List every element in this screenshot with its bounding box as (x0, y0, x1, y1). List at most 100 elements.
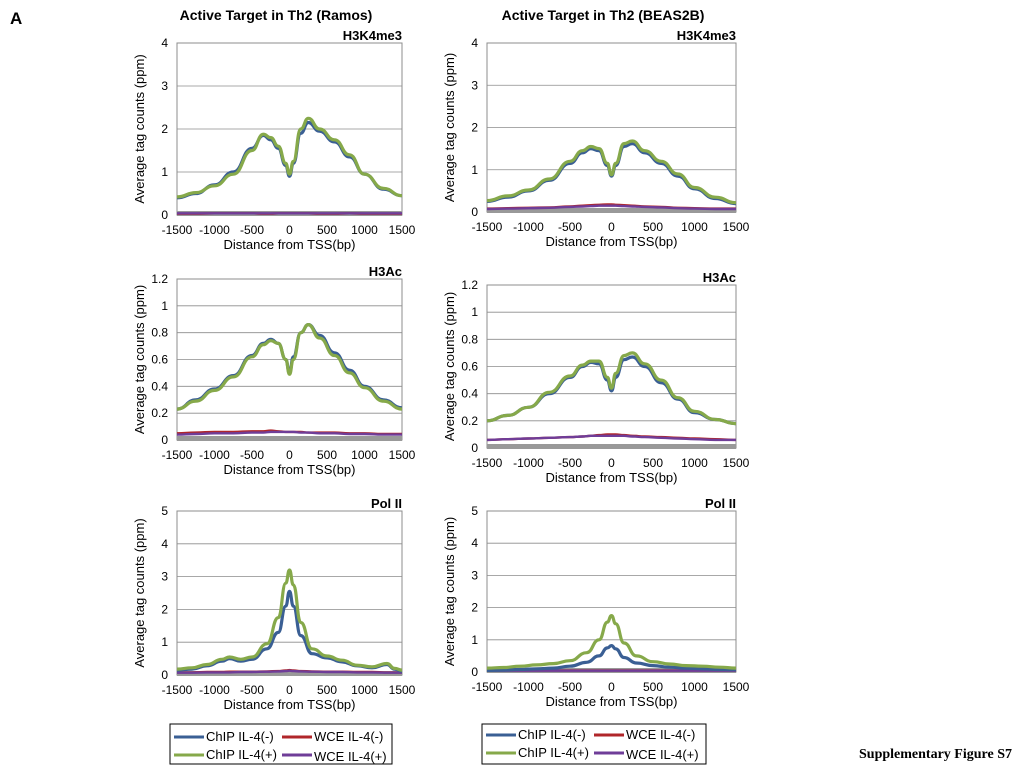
x-tick-label: -1000 (199, 683, 230, 697)
y-tick-label: 1 (161, 165, 168, 179)
y-tick-label: 4 (161, 537, 168, 551)
x-tick-label: -500 (558, 220, 582, 234)
x-tick-label: -1500 (162, 223, 193, 237)
panel-letter: A (10, 9, 22, 28)
chart-beas2b-h3ac: 0 0.2 0.4 0.6 0.8 1 1.2 -1500 -1000 -500 0 500 1000 1… (442, 270, 750, 485)
x-tick-label: 500 (643, 456, 663, 470)
chart-ramos-h3k4me3: 0 1 2 3 4 -1500 -1000 -500 0 500 1000 1500 H3K4me3 Di… (132, 28, 416, 252)
x-tick-label: 0 (286, 683, 293, 697)
y-tick-label: 0.4 (461, 387, 478, 401)
legend-box (481, 723, 707, 765)
panel-title: H3K4me3 (677, 28, 736, 43)
y-tick-label: 4 (471, 36, 478, 50)
legend-label-wce-plus: WCE IL-4(+) (626, 747, 699, 762)
x-tick-label: 1000 (681, 220, 708, 234)
y-tick-label: 0 (161, 668, 168, 682)
x-axis-label: Distance from TSS(bp) (546, 694, 678, 709)
y-tick-label: 0 (161, 433, 168, 447)
y-tick-label: 1 (471, 633, 478, 647)
x-tick-label: -1000 (513, 220, 544, 234)
chart-ramos-h3ac: 0 0.2 0.4 0.6 0.8 1 1.2 -1500 -1000 -500 0 500 1000 1… (132, 264, 416, 477)
legend-label-wce-minus: WCE IL-4(-) (314, 729, 383, 744)
y-tick-label: 3 (161, 570, 168, 584)
x-tick-label: -500 (558, 680, 582, 694)
y-tick-label: 2 (161, 122, 168, 136)
y-tick-label: 0.2 (461, 414, 478, 428)
y-tick-label: 0 (471, 205, 478, 219)
y-tick-label: 1 (471, 163, 478, 177)
x-tick-label: 0 (286, 448, 293, 462)
x-axis-label: Distance from TSS(bp) (224, 697, 356, 712)
x-tick-label: 500 (317, 223, 337, 237)
y-tick-label: 0.2 (151, 406, 168, 420)
y-tick-label: 2 (161, 602, 168, 616)
y-axis-label: Average tag counts (ppm) (132, 518, 147, 667)
supplementary-figure-label: Supplementary Figure S7 (859, 747, 1012, 762)
baseline-band (487, 444, 736, 449)
x-axis-label: Distance from TSS(bp) (224, 462, 356, 477)
legend-right: ChIP IL-4(-) WCE IL-4(-) ChIP IL-4(+) WC… (481, 723, 707, 765)
plot-area (486, 510, 737, 673)
y-tick-label: 1.2 (461, 278, 478, 292)
y-tick-label: 2 (471, 601, 478, 615)
x-tick-label: -500 (240, 683, 264, 697)
y-tick-label: 0 (471, 441, 478, 455)
x-tick-label: -1000 (513, 456, 544, 470)
y-tick-label: 1 (161, 299, 168, 313)
x-tick-label: 1000 (681, 680, 708, 694)
legend-label-chip-plus: ChIP IL-4(+) (206, 747, 277, 762)
y-tick-label: 0 (471, 665, 478, 679)
x-tick-label: -500 (240, 448, 264, 462)
baseline-band (177, 436, 402, 441)
y-tick-label: 0.8 (151, 326, 168, 340)
series-line-chip-il-4 (486, 139, 737, 205)
y-tick-label: 5 (161, 504, 168, 518)
y-axis-label: Average tag counts (ppm) (442, 517, 457, 666)
legend-label-wce-minus: WCE IL-4(-) (626, 727, 695, 742)
y-tick-label: 3 (161, 79, 168, 93)
series-line-chip-il-4 (176, 116, 403, 199)
y-tick-label: 0 (161, 208, 168, 222)
x-tick-label: -1000 (199, 448, 230, 462)
chart-ramos-polii: 0 1 2 3 4 5 -1500 -1000 -500 0 500 1000 1500 Pol II Di… (132, 496, 416, 712)
x-tick-label: -1500 (472, 456, 503, 470)
x-tick-label: -1500 (472, 680, 503, 694)
y-tick-label: 0.4 (151, 379, 168, 393)
y-tick-label: 5 (471, 504, 478, 518)
series-line-wce-il-4 (177, 669, 402, 674)
series-line-chip-il-4 (176, 568, 403, 672)
series-line-wce-il-4 (486, 434, 736, 442)
panel-title: H3Ac (703, 270, 736, 285)
x-tick-label: 500 (643, 680, 663, 694)
y-axis-label: Average tag counts (ppm) (442, 292, 457, 441)
x-tick-label: 1500 (723, 220, 750, 234)
x-tick-label: 0 (608, 680, 615, 694)
x-tick-label: 0 (286, 223, 293, 237)
x-tick-label: -1500 (162, 448, 193, 462)
panel-title: Pol II (371, 496, 402, 511)
x-tick-label: -500 (558, 456, 582, 470)
legend-box (169, 723, 393, 765)
y-tick-label: 1 (161, 635, 168, 649)
x-tick-label: -1000 (199, 223, 230, 237)
series-line-wce-il-4 (486, 204, 736, 211)
x-tick-label: 0 (608, 220, 615, 234)
x-tick-label: 1000 (351, 223, 378, 237)
x-tick-label: 500 (643, 220, 663, 234)
x-axis-label: Distance from TSS(bp) (546, 234, 678, 249)
y-tick-label: 1.2 (151, 272, 168, 286)
y-axis-label: Average tag counts (ppm) (132, 54, 147, 203)
series-line-chip-il-4 (176, 120, 403, 200)
y-axis-label: Average tag counts (ppm) (132, 285, 147, 434)
x-tick-label: 1000 (351, 448, 378, 462)
panel-title: H3Ac (369, 264, 402, 279)
baseline-band (487, 208, 736, 213)
y-tick-label: 1 (471, 305, 478, 319)
x-tick-label: 1000 (351, 683, 378, 697)
series-line-wce-il-4 (176, 430, 402, 436)
y-tick-label: 0.8 (461, 332, 478, 346)
chart-beas2b-h3k4me3: 0 1 2 3 4 -1500 -1000 -500 0 500 1000 1500 H3K4me3 Di… (442, 28, 750, 249)
x-tick-label: -1000 (513, 680, 544, 694)
legend-left: ChIP IL-4(-) WCE IL-4(-) ChIP IL-4(+) WC… (169, 723, 393, 765)
